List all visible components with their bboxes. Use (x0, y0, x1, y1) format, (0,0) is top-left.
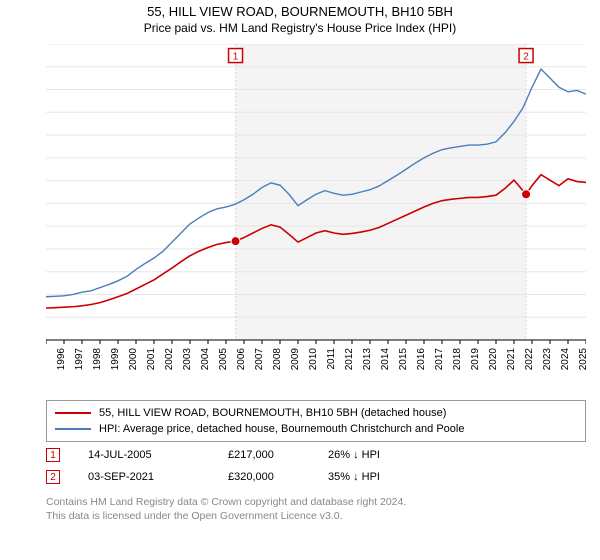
svg-text:1999: 1999 (110, 348, 121, 371)
chart-area: £0£50K£100K£150K£200K£250K£300K£350K£400… (46, 44, 586, 384)
legend-row: HPI: Average price, detached house, Bour… (55, 421, 577, 437)
chart-svg: £0£50K£100K£150K£200K£250K£300K£350K£400… (46, 44, 586, 384)
svg-text:2013: 2013 (362, 348, 373, 371)
svg-text:2010: 2010 (308, 348, 319, 371)
transaction-pct: 26% ↓ HPI (328, 449, 448, 461)
legend-row: 55, HILL VIEW ROAD, BOURNEMOUTH, BH10 5B… (55, 405, 577, 421)
transaction-price: £320,000 (228, 471, 328, 483)
svg-text:2002: 2002 (164, 348, 175, 371)
transaction-row: 1 14-JUL-2005 £217,000 26% ↓ HPI (46, 444, 586, 466)
svg-text:2008: 2008 (272, 348, 283, 371)
svg-text:2001: 2001 (146, 348, 157, 371)
svg-text:2014: 2014 (380, 348, 391, 371)
marker-num: 1 (50, 450, 56, 461)
chart-subtitle: Price paid vs. HM Land Registry's House … (0, 21, 600, 35)
transaction-date: 14-JUL-2005 (88, 449, 228, 461)
svg-text:2003: 2003 (182, 348, 193, 371)
transaction-price: £217,000 (228, 449, 328, 461)
chart-container: 55, HILL VIEW ROAD, BOURNEMOUTH, BH10 5B… (0, 0, 600, 560)
footer: Contains HM Land Registry data © Crown c… (46, 496, 586, 523)
legend-swatch-property (55, 412, 91, 414)
legend-label: HPI: Average price, detached house, Bour… (99, 423, 464, 435)
svg-text:2005: 2005 (218, 348, 229, 371)
svg-text:2025: 2025 (578, 348, 586, 371)
svg-text:2007: 2007 (254, 348, 265, 371)
svg-text:2018: 2018 (452, 348, 463, 371)
svg-text:2012: 2012 (344, 348, 355, 371)
transaction-row: 2 03-SEP-2021 £320,000 35% ↓ HPI (46, 466, 586, 488)
svg-text:1995: 1995 (46, 348, 49, 371)
svg-text:2024: 2024 (560, 348, 571, 371)
svg-text:2: 2 (523, 52, 529, 63)
svg-text:2015: 2015 (398, 348, 409, 371)
svg-text:2011: 2011 (326, 348, 337, 370)
svg-text:2000: 2000 (128, 348, 139, 371)
svg-text:2023: 2023 (542, 348, 553, 371)
transaction-date: 03-SEP-2021 (88, 471, 228, 483)
svg-text:1996: 1996 (56, 348, 67, 371)
svg-text:2021: 2021 (506, 348, 517, 371)
svg-text:2019: 2019 (470, 348, 481, 371)
legend: 55, HILL VIEW ROAD, BOURNEMOUTH, BH10 5B… (46, 400, 586, 442)
chart-title: 55, HILL VIEW ROAD, BOURNEMOUTH, BH10 5B… (0, 4, 600, 19)
svg-text:1998: 1998 (92, 348, 103, 371)
svg-text:2006: 2006 (236, 348, 247, 371)
svg-text:1: 1 (233, 52, 239, 63)
svg-text:2009: 2009 (290, 348, 301, 371)
svg-text:2022: 2022 (524, 348, 535, 371)
marker-num: 2 (50, 472, 56, 483)
footer-line: This data is licensed under the Open Gov… (46, 510, 586, 524)
svg-text:2016: 2016 (416, 348, 427, 371)
marker-badge: 2 (46, 470, 60, 484)
transaction-pct: 35% ↓ HPI (328, 471, 448, 483)
title-block: 55, HILL VIEW ROAD, BOURNEMOUTH, BH10 5B… (0, 0, 600, 35)
svg-text:1997: 1997 (74, 348, 85, 371)
footer-line: Contains HM Land Registry data © Crown c… (46, 496, 586, 510)
svg-text:2004: 2004 (200, 348, 211, 371)
marker-badge: 1 (46, 448, 60, 462)
svg-text:2020: 2020 (488, 348, 499, 371)
transaction-list: 1 14-JUL-2005 £217,000 26% ↓ HPI 2 03-SE… (46, 444, 586, 488)
svg-text:2017: 2017 (434, 348, 445, 371)
legend-label: 55, HILL VIEW ROAD, BOURNEMOUTH, BH10 5B… (99, 407, 446, 419)
legend-swatch-hpi (55, 428, 91, 430)
